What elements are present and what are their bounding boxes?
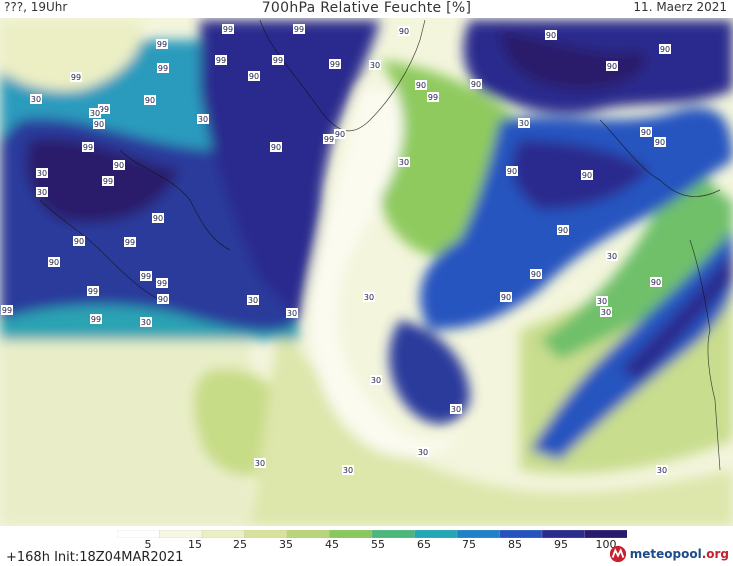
init-time-label: +168h Init:18Z04MAR2021 — [6, 550, 184, 565]
humidity-map — [0, 18, 733, 526]
colorbar-segment — [329, 530, 373, 538]
map-date: 11. Maerz 2021 — [633, 0, 727, 14]
colorbar-segment — [244, 530, 288, 538]
map-title: 700hPa Relative Feuchte [%] — [261, 0, 472, 16]
map-header: ???, 19Uhr 700hPa Relative Feuchte [%] 1… — [0, 0, 733, 18]
colorbar-segment — [371, 530, 416, 538]
colorbar-tick-label: 5 — [144, 538, 152, 551]
meteopool-logo-icon — [609, 545, 626, 563]
colorbar-tick-label: 100 — [595, 538, 617, 551]
colorbar-tick-label: 25 — [233, 538, 247, 551]
colorbar-tick-label: 65 — [417, 538, 431, 551]
brand-name: meteopool — [629, 547, 702, 561]
legend: 5 15 25 35 45 55 65 75 85 95 100 +168h Init:18Z04M… — [0, 526, 733, 566]
colorbar — [117, 530, 627, 538]
meteopool-logo: meteopool.org — [609, 544, 729, 564]
colorbar-tick-label: 45 — [325, 538, 339, 551]
colorbar-segment — [159, 530, 203, 538]
brand-suffix: .org — [701, 547, 729, 561]
colorbar-segment — [456, 530, 501, 538]
colorbar-segment — [117, 530, 161, 538]
colorbar-segment — [414, 530, 458, 538]
colorbar-segment — [286, 530, 331, 538]
colorbar-segment — [201, 530, 246, 538]
colorbar-segment — [499, 530, 543, 538]
colorbar-tick-label: 35 — [279, 538, 293, 551]
colorbar-tick-label: 95 — [554, 538, 568, 551]
colorbar-tick-label: 15 — [188, 538, 202, 551]
colorbar-tick-label: 75 — [462, 538, 476, 551]
colorbar-segment — [541, 530, 586, 538]
colorbar-tick-label: 55 — [371, 538, 385, 551]
colorbar-segment — [584, 530, 627, 538]
valid-time-label: ???, 19Uhr — [4, 0, 68, 14]
colorbar-tick-label: 85 — [508, 538, 522, 551]
